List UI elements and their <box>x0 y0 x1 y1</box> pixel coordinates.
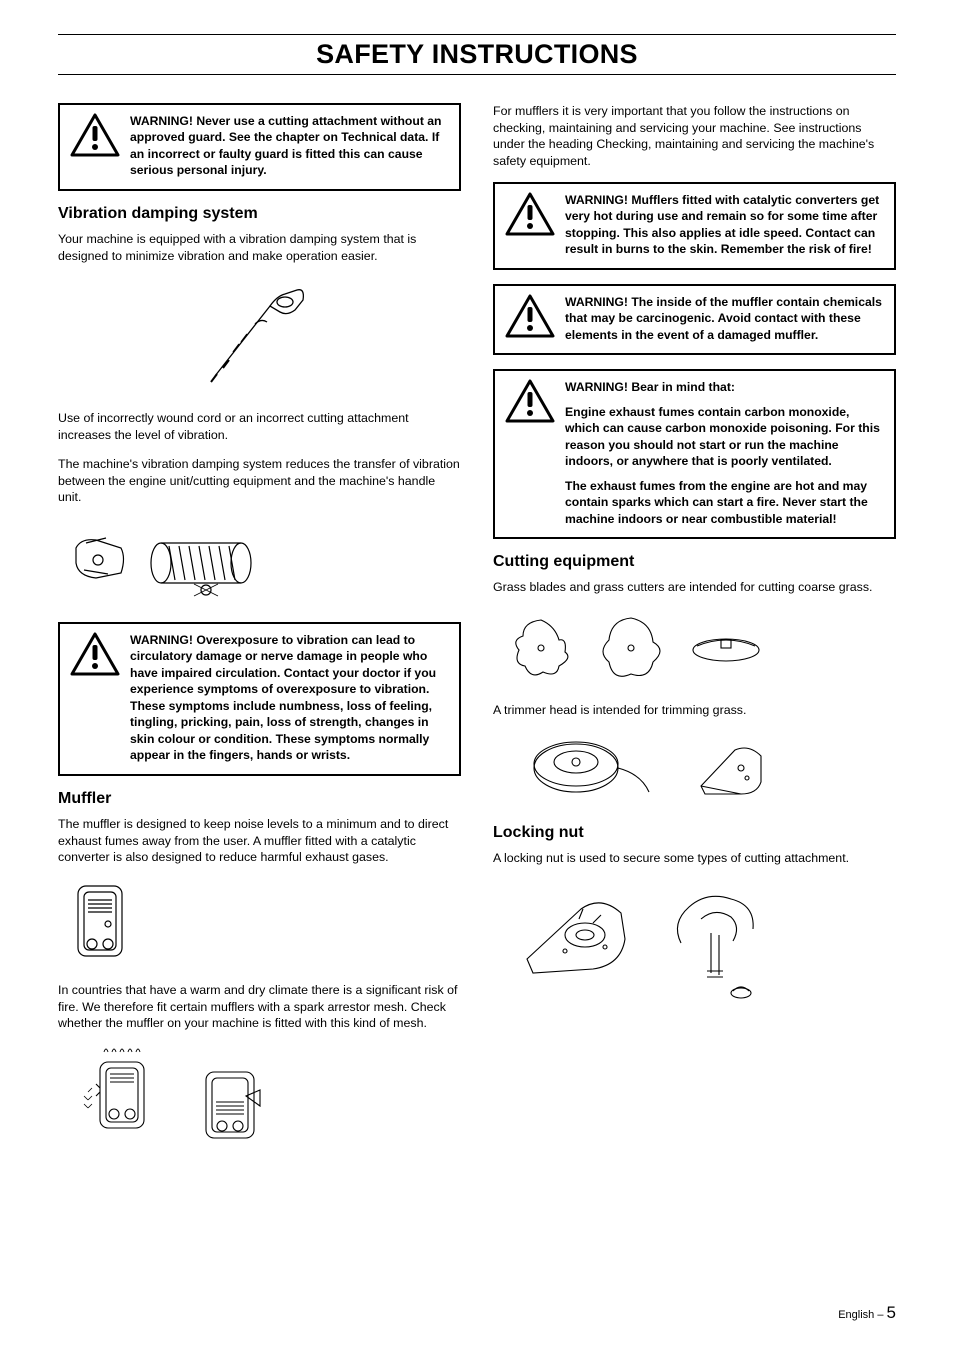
body-text: In countries that have a warm and dry cl… <box>58 982 461 1032</box>
illustration-muffler <box>66 878 461 968</box>
illustration-trimmer-head <box>501 730 896 810</box>
right-column: For mufflers it is very important that y… <box>493 103 896 1158</box>
body-text: Grass blades and grass cutters are inten… <box>493 579 896 596</box>
heading-locking-nut: Locking nut <box>493 824 896 842</box>
warning-triangle-icon <box>70 632 120 676</box>
body-text: The machine's vibration damping system r… <box>58 456 461 506</box>
illustration-muffler-spark <box>66 1044 461 1144</box>
illustration-damping-parts <box>66 518 461 608</box>
warning-box-hot-muffler: WARNING! Mufflers fitted with catalytic … <box>493 182 896 270</box>
warning-text: WARNING! Bear in mind that: Engine exhau… <box>565 379 884 527</box>
warning-triangle-icon <box>505 192 555 236</box>
body-text: Use of incorrectly wound cord or an inco… <box>58 410 461 443</box>
body-text: For mufflers it is very important that y… <box>493 103 896 170</box>
warning-text: WARNING! Overexposure to vibration can l… <box>130 632 449 764</box>
two-column-layout: WARNING! Never use a cutting attachment … <box>58 103 896 1158</box>
heading-cutting: Cutting equipment <box>493 553 896 571</box>
heading-muffler: Muffler <box>58 790 461 808</box>
warning-triangle-icon <box>505 294 555 338</box>
heading-vibration: Vibration damping system <box>58 205 461 223</box>
illustration-trimmer-unit <box>58 276 461 396</box>
warning-box-carcinogenic: WARNING! The inside of the muffler conta… <box>493 284 896 355</box>
page-footer: English – 5 <box>838 1303 896 1323</box>
page-title: SAFETY INSTRUCTIONS <box>58 34 896 75</box>
warning-text: WARNING! Mufflers fitted with catalytic … <box>565 192 884 258</box>
warning-triangle-icon <box>70 113 120 157</box>
warning-box-vibration: WARNING! Overexposure to vibration can l… <box>58 622 461 776</box>
warning-line: WARNING! Bear in mind that: <box>565 379 884 395</box>
illustration-locking-nut <box>501 879 896 1009</box>
body-text: A locking nut is used to secure some typ… <box>493 850 896 867</box>
warning-line: The exhaust fumes from the engine are ho… <box>565 478 884 527</box>
body-text: A trimmer head is intended for trimming … <box>493 702 896 719</box>
warning-text: WARNING! The inside of the muffler conta… <box>565 294 884 343</box>
warning-box-exhaust: WARNING! Bear in mind that: Engine exhau… <box>493 369 896 539</box>
warning-box-guard: WARNING! Never use a cutting attachment … <box>58 103 461 191</box>
warning-triangle-icon <box>505 379 555 423</box>
illustration-grass-blades <box>501 608 896 688</box>
page-number: 5 <box>887 1303 896 1322</box>
body-text: The muffler is designed to keep noise le… <box>58 816 461 866</box>
body-text: Your machine is equipped with a vibratio… <box>58 231 461 264</box>
left-column: WARNING! Never use a cutting attachment … <box>58 103 461 1158</box>
footer-sep: – <box>874 1309 886 1321</box>
footer-language: English <box>838 1309 874 1321</box>
warning-line: Engine exhaust fumes contain carbon mono… <box>565 404 884 470</box>
warning-text: WARNING! Never use a cutting attachment … <box>130 113 449 179</box>
